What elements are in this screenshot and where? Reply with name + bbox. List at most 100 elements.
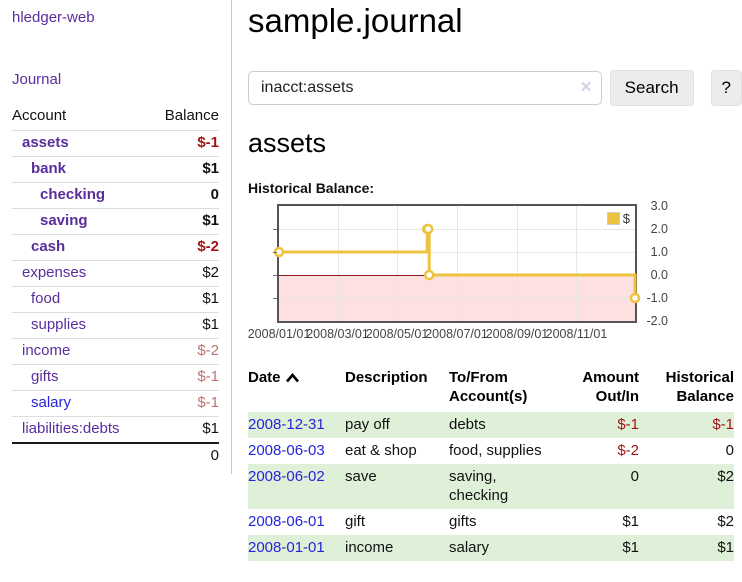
data-point-marker <box>423 269 435 281</box>
transaction-description: income <box>345 539 394 556</box>
search-input-wrap: × <box>248 71 602 105</box>
accounts-total-row: 0 <box>12 442 219 468</box>
transaction-amount: $-2 <box>617 442 639 459</box>
account-link[interactable]: cash <box>31 238 66 255</box>
account-row: saving $1 <box>12 208 219 235</box>
transaction-date-link[interactable]: 2008-06-01 <box>248 513 325 530</box>
y-axis-tick-label: 3.0 <box>650 199 668 213</box>
account-link[interactable]: checking <box>40 186 106 203</box>
app-title-link[interactable]: hledger-web <box>12 9 95 26</box>
account-link[interactable]: supplies <box>31 316 87 333</box>
accounts-total-spacer <box>12 442 150 468</box>
account-link[interactable]: bank <box>31 160 67 177</box>
transaction-row: 2008-06-03 eat & shop food, supplies $-2 0 <box>248 438 734 464</box>
transaction-description: eat & shop <box>345 442 417 459</box>
x-axis-tick-label: 2008/09/01 <box>485 327 549 341</box>
register-col-amount: Amount Out/In <box>582 369 639 405</box>
historical-balance-chart[interactable]: $ 3.0 2.0 1.0 0.0 -1.0 -2.0 2008/01/01 2008/03… <box>247 199 668 346</box>
account-link[interactable]: gifts <box>31 368 59 385</box>
account-balance: $-1 <box>149 130 219 157</box>
chart-legend: $ <box>606 211 630 226</box>
transaction-accounts: salary <box>449 539 490 556</box>
transaction-amount: 0 <box>630 468 639 485</box>
account-row: salary $-1 <box>12 390 219 417</box>
account-balance: $1 <box>149 208 219 235</box>
gridline <box>516 206 518 321</box>
search-input[interactable] <box>248 71 602 105</box>
sidebar: hledger-web Journal Account Balance asse… <box>0 0 232 474</box>
account-balance: $1 <box>149 416 219 444</box>
data-point-marker <box>422 223 434 235</box>
account-row: bank $1 <box>12 156 219 183</box>
register-col-date[interactable]: Date <box>248 364 345 412</box>
account-row: expenses $2 <box>12 260 219 287</box>
account-link[interactable]: assets <box>22 134 69 151</box>
transaction-row: 2008-12-31 pay off debts $-1 $-1 <box>248 412 734 438</box>
y-axis-tick-label: -1.0 <box>646 291 668 305</box>
account-balance: $-2 <box>149 234 219 261</box>
account-balance: $-2 <box>149 338 219 365</box>
transaction-accounts: gifts <box>449 513 477 530</box>
help-button[interactable]: ? <box>710 70 742 106</box>
sidebar-item-journal[interactable]: Journal <box>12 71 62 88</box>
data-point-marker <box>629 292 641 304</box>
transaction-description: pay off <box>345 416 390 433</box>
y-axis-tick <box>273 298 277 299</box>
accounts-col-balance: Balance <box>149 103 219 131</box>
transaction-row: 2008-06-02 save saving, checking 0 $2 <box>248 464 734 509</box>
transaction-date-link[interactable]: 2008-06-03 <box>248 442 325 459</box>
transaction-date-link[interactable]: 2008-01-01 <box>248 539 325 556</box>
transaction-row: 2008-06-01 gift gifts $1 $2 <box>248 509 734 535</box>
transaction-description: gift <box>345 513 366 530</box>
main-content: sample.journal × Search ? assets Histori… <box>248 0 742 561</box>
transaction-balance: $2 <box>717 468 734 485</box>
sort-ascending-icon <box>285 369 300 388</box>
account-balance: $2 <box>149 260 219 287</box>
account-row: supplies $1 <box>12 312 219 339</box>
x-axis-tick-label: 2008/07/01 <box>425 327 488 341</box>
x-axis-tick-label: 2008/01/01 <box>247 327 311 341</box>
register-table: Date Description To/From Account(s) Amou… <box>248 364 734 561</box>
account-link[interactable]: salary <box>31 394 72 411</box>
balance-series <box>273 223 641 304</box>
x-axis-tick-label: 2008/11/01 <box>545 327 608 341</box>
account-balance: $1 <box>149 312 219 339</box>
account-row: checking 0 <box>12 182 219 209</box>
register-col-balance: Historical Balance <box>665 369 734 405</box>
register-header-row: Date Description To/From Account(s) Amou… <box>248 364 734 412</box>
account-balance: 0 <box>149 182 219 209</box>
transaction-row: 2008-01-01 income salary $1 $1 <box>248 535 734 561</box>
account-link[interactable]: food <box>31 290 61 307</box>
transaction-description: save <box>345 468 377 485</box>
gridline <box>576 206 578 321</box>
x-axis-tick-label: 2008/03/01 <box>306 327 369 341</box>
account-row: liabilities:debts $1 <box>12 416 219 444</box>
account-balance: $1 <box>149 156 219 183</box>
gridline <box>337 206 339 321</box>
transaction-date-link[interactable]: 2008-12-31 <box>248 416 325 433</box>
account-link[interactable]: expenses <box>22 264 87 281</box>
account-link[interactable]: liabilities:debts <box>22 420 120 437</box>
search-button[interactable]: Search <box>609 70 694 106</box>
page-title: sample.journal <box>248 2 463 39</box>
account-row: food $1 <box>12 286 219 313</box>
accounts-total-value: 0 <box>149 442 219 468</box>
transaction-date-link[interactable]: 2008-06-02 <box>248 468 325 485</box>
y-axis-tick-label: -2.0 <box>646 314 668 328</box>
transaction-accounts: debts <box>449 416 486 433</box>
account-row: cash $-2 <box>12 234 219 261</box>
account-link[interactable]: saving <box>40 212 88 229</box>
transaction-balance: 0 <box>725 442 734 459</box>
chart-plot-area[interactable]: $ <box>273 204 641 323</box>
y-axis-tick <box>273 229 277 230</box>
clear-search-icon[interactable]: × <box>580 77 592 99</box>
y-axis-tick-label: 0.0 <box>650 268 668 282</box>
gridline <box>456 206 458 321</box>
transaction-balance: $-1 <box>712 416 734 433</box>
account-balance: $-1 <box>149 364 219 391</box>
account-link[interactable]: income <box>22 342 71 359</box>
register-col-description: Description <box>345 369 428 386</box>
transaction-accounts: saving, checking <box>449 468 509 504</box>
accounts-col-account: Account <box>12 103 150 131</box>
transaction-balance: $2 <box>717 513 734 530</box>
